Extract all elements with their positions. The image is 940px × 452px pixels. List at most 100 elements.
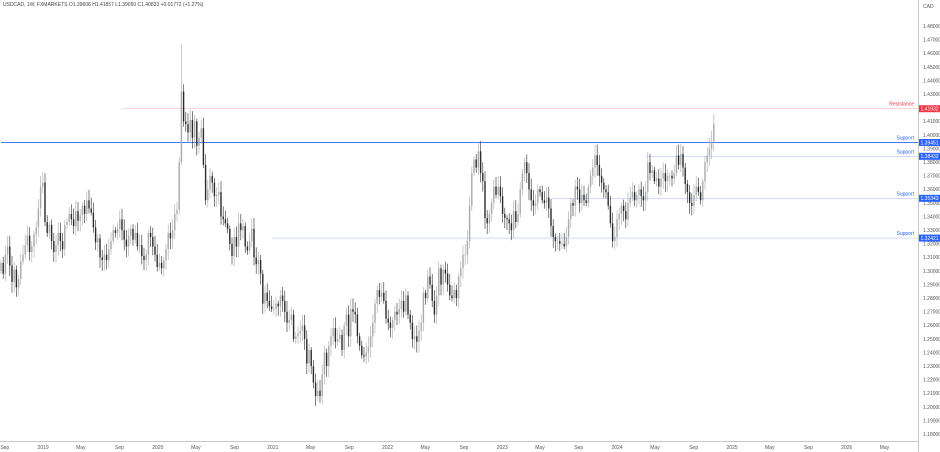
candle-body bbox=[706, 155, 708, 163]
candle-body bbox=[506, 217, 508, 220]
candle-body bbox=[149, 232, 152, 237]
candle-body bbox=[567, 219, 570, 237]
candle-body bbox=[394, 311, 396, 320]
candle bbox=[215, 187, 218, 207]
candle-body bbox=[46, 222, 48, 233]
candle bbox=[165, 243, 167, 270]
candle bbox=[198, 131, 200, 154]
candle bbox=[174, 203, 176, 240]
candle bbox=[363, 347, 365, 363]
candle-body bbox=[473, 159, 475, 174]
candle bbox=[262, 270, 264, 314]
candle-body bbox=[501, 196, 504, 214]
candle bbox=[532, 189, 535, 216]
candle-body bbox=[396, 311, 398, 315]
price-tick-label: 1.40000 bbox=[923, 133, 940, 139]
time-tick-label: Sep bbox=[574, 445, 583, 451]
candle-body bbox=[237, 223, 240, 247]
ohlc-readout: O1.39606 H1.41857 L1.39050 C1.40833 +0.0… bbox=[68, 2, 204, 8]
candle-body bbox=[53, 241, 55, 252]
candle bbox=[640, 181, 642, 207]
candle-body bbox=[314, 382, 317, 397]
candle bbox=[361, 340, 363, 359]
candle bbox=[462, 245, 464, 280]
candle bbox=[387, 309, 389, 330]
candle bbox=[574, 179, 576, 217]
time-axis[interactable]: Sep 2019 May Sep 2020 May Sep 2021 May Sep 2022 May… bbox=[0, 445, 889, 451]
candle bbox=[636, 190, 638, 209]
candle bbox=[134, 224, 136, 244]
candle-body bbox=[257, 260, 260, 265]
candle-body bbox=[165, 249, 167, 261]
candle bbox=[235, 226, 238, 258]
price-axis[interactable]: 1.18000 1.19000 1.20000 1.21000 1.22000 1.230… bbox=[923, 24, 940, 438]
candle bbox=[446, 263, 449, 292]
candle-body bbox=[99, 238, 101, 258]
candle bbox=[156, 243, 158, 272]
candle-body bbox=[607, 192, 609, 206]
candle-body bbox=[160, 262, 163, 269]
time-tick-label: May bbox=[650, 445, 660, 451]
candle bbox=[77, 202, 79, 232]
candle-body bbox=[204, 164, 207, 201]
candle bbox=[682, 146, 684, 177]
candle-body bbox=[15, 269, 18, 288]
candle-body bbox=[176, 209, 178, 214]
candle-body bbox=[697, 186, 700, 193]
candle-body bbox=[413, 336, 416, 339]
candle bbox=[572, 199, 574, 217]
candle-body bbox=[59, 232, 62, 242]
candle bbox=[187, 113, 189, 142]
candle bbox=[20, 253, 22, 285]
candle bbox=[259, 254, 262, 285]
candle-body bbox=[422, 292, 425, 323]
candle bbox=[116, 222, 119, 240]
candle bbox=[193, 115, 196, 149]
candle-body bbox=[235, 237, 238, 247]
candle-body bbox=[330, 336, 332, 346]
candle-body bbox=[457, 276, 460, 299]
candle bbox=[266, 283, 268, 309]
candle-body bbox=[143, 256, 145, 261]
candle-body bbox=[185, 121, 187, 125]
price-tag bbox=[919, 194, 940, 202]
candle-body bbox=[213, 182, 216, 197]
candle-body bbox=[48, 224, 51, 233]
candle bbox=[688, 184, 691, 214]
candle bbox=[17, 274, 20, 296]
candle-body bbox=[141, 245, 143, 257]
candles bbox=[0, 44, 715, 407]
candle bbox=[79, 208, 81, 232]
candle-body bbox=[552, 226, 554, 237]
candle bbox=[411, 315, 414, 348]
candle bbox=[222, 206, 224, 226]
candle bbox=[563, 232, 565, 250]
candle bbox=[684, 162, 686, 195]
candle bbox=[229, 225, 231, 251]
candle bbox=[420, 314, 422, 341]
candle bbox=[468, 196, 471, 249]
candle-body bbox=[152, 237, 154, 247]
candle-body bbox=[660, 178, 662, 187]
candle bbox=[435, 285, 438, 325]
candle bbox=[11, 255, 13, 293]
candle-body bbox=[81, 205, 84, 216]
price-tags: 1.41932 1.39451 1.38432 1.35343 1.32421 bbox=[919, 105, 940, 242]
candle bbox=[504, 207, 506, 229]
candle-body bbox=[301, 325, 304, 331]
candle bbox=[125, 230, 128, 258]
candle-body bbox=[306, 339, 308, 364]
candle-body bbox=[6, 246, 9, 255]
candle bbox=[332, 318, 334, 345]
candle-body bbox=[451, 295, 453, 299]
candle bbox=[42, 171, 44, 193]
candle-body bbox=[495, 186, 497, 195]
candle-body bbox=[110, 241, 112, 250]
candle-body bbox=[655, 178, 658, 182]
candle bbox=[356, 307, 359, 344]
candle-body bbox=[559, 241, 561, 244]
candle-body bbox=[11, 265, 13, 282]
candle-body bbox=[4, 254, 7, 274]
price-tick-label: 1.20000 bbox=[923, 405, 940, 411]
